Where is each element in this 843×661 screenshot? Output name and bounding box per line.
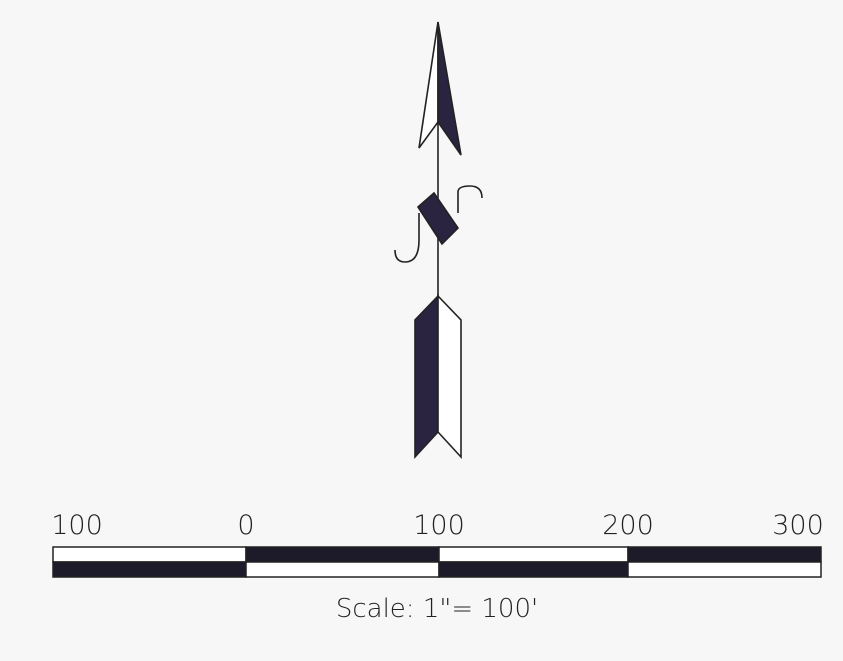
scale-segment [438,561,629,578]
north-arrowhead-icon [418,21,462,156]
scale-segment [627,561,822,578]
north-arrow-tail-icon [414,294,462,460]
scale-tick-label: 100 [413,510,465,541]
scale-caption: Scale: 1"= 100' [336,594,538,624]
scale-bar: 100 0 100 200 300 Scale: 1"= 100' [51,510,824,624]
scale-segment [438,546,629,563]
scale-segment [52,546,247,563]
scale-segment [245,561,440,578]
scale-tick-label: 100 [51,510,103,541]
scale-segment [245,546,440,563]
scale-tick-label: 0 [237,510,254,541]
scale-tick-label: 300 [772,510,824,541]
north-arrow [394,21,483,460]
north-letter-n-icon [394,185,483,263]
scale-tick-label: 200 [602,510,654,541]
scale-segment [52,561,247,578]
scale-segment [627,546,822,563]
